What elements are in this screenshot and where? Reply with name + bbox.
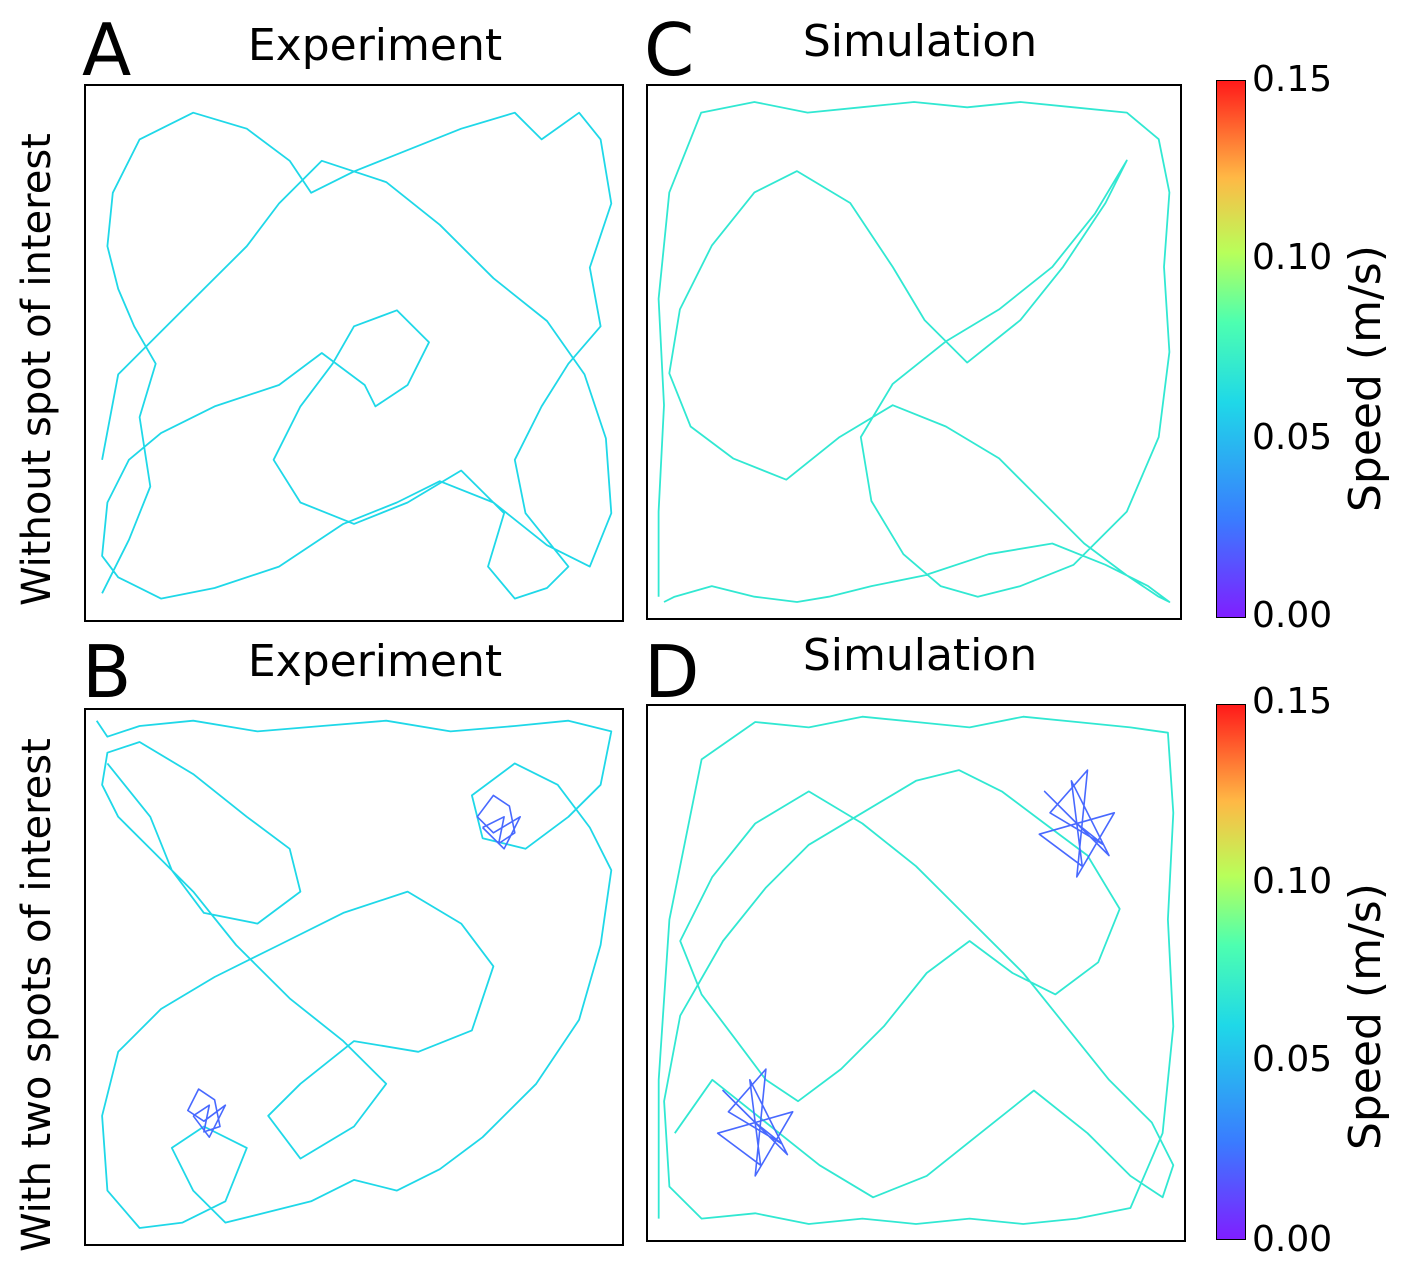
panel-letter-d: D	[644, 630, 700, 714]
colorbar-top-tick-0.15: 0.15	[1252, 59, 1333, 100]
panel-d-spot-2-path	[1038, 769, 1116, 878]
panel-letter-b: B	[82, 630, 132, 714]
plot-panel-c	[646, 84, 1182, 620]
colorbar-top-tick-0.05: 0.05	[1252, 417, 1333, 458]
panel-b-spot-1-path	[187, 1088, 227, 1138]
colorbar-top-tick-0.00: 0.00	[1252, 595, 1333, 636]
panel-d-trajectory-path	[657, 715, 1175, 1225]
plot-panel-d	[646, 704, 1186, 1242]
panel-d-trajectories	[657, 715, 1175, 1225]
panel-c-trajectory-path	[657, 101, 1171, 603]
panel-letter-c: C	[644, 8, 695, 92]
colorbar-bottom-tick-0.15: 0.15	[1252, 681, 1333, 722]
colorbar-top	[1216, 80, 1246, 618]
colorbar-bottom	[1216, 704, 1246, 1240]
panel-b-trajectories	[95, 719, 613, 1229]
panel-title-a: Experiment	[247, 20, 503, 71]
colorbar-bottom-tick-0.00: 0.00	[1252, 1219, 1333, 1260]
panel-letter-a: A	[82, 8, 132, 92]
panel-a-trajectory-path	[101, 111, 613, 600]
colorbar-bottom-tick-0.05: 0.05	[1252, 1039, 1333, 1080]
panel-d-spot-1-path	[716, 1068, 794, 1177]
panel-c-trajectories	[657, 101, 1171, 603]
panel-a-trajectories	[101, 111, 613, 600]
colorbar-bottom-tick-0.10: 0.10	[1252, 861, 1333, 902]
panel-title-b: Experiment	[247, 636, 503, 687]
panel-b-spot-2-path	[476, 794, 522, 850]
panel-title-d: Simulation	[802, 630, 1038, 681]
plot-panel-b	[84, 708, 624, 1246]
panel-title-c: Simulation	[802, 16, 1038, 67]
colorbar-top-tick-0.10: 0.10	[1252, 237, 1333, 278]
panel-b-trajectory-path	[95, 719, 613, 1229]
plot-panel-a	[84, 84, 624, 622]
